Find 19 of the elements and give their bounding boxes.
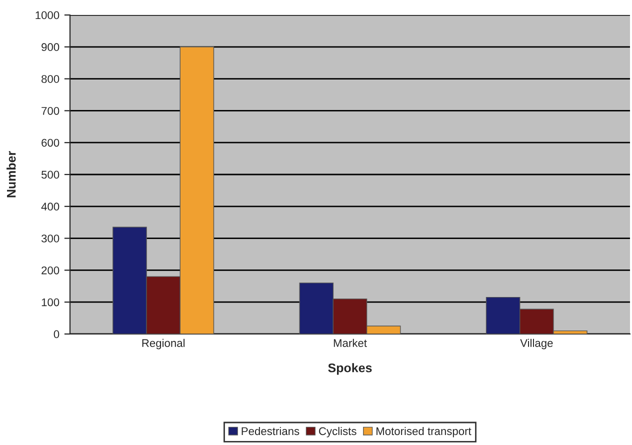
y-axis-title: Number [6, 151, 16, 198]
x-tick-label: Regional [142, 338, 185, 350]
x-tick-label: Village [520, 338, 553, 350]
y-tick-label: 800 [42, 75, 60, 83]
y-tick-label: 600 [42, 138, 60, 147]
y-tick-label: 200 [42, 266, 60, 274]
y-tick-label: 0 [54, 330, 60, 338]
legend-label: Pedestrians [242, 426, 300, 436]
y-tick-label: 100 [42, 298, 60, 306]
y-tick-label: 300 [41, 234, 60, 242]
x-tick-label: Market [334, 338, 367, 348]
y-tick-label: 500 [41, 170, 60, 179]
legend-label: Motorised transport [376, 426, 472, 438]
y-tick-label: 900 [42, 43, 60, 52]
x-axis-title: Spokes [328, 363, 372, 375]
y-tick-label: 400 [41, 202, 60, 211]
legend-label: Cyclists [319, 426, 356, 438]
y-tick-label: 1000 [36, 11, 60, 20]
y-tick-label: 700 [42, 106, 60, 115]
